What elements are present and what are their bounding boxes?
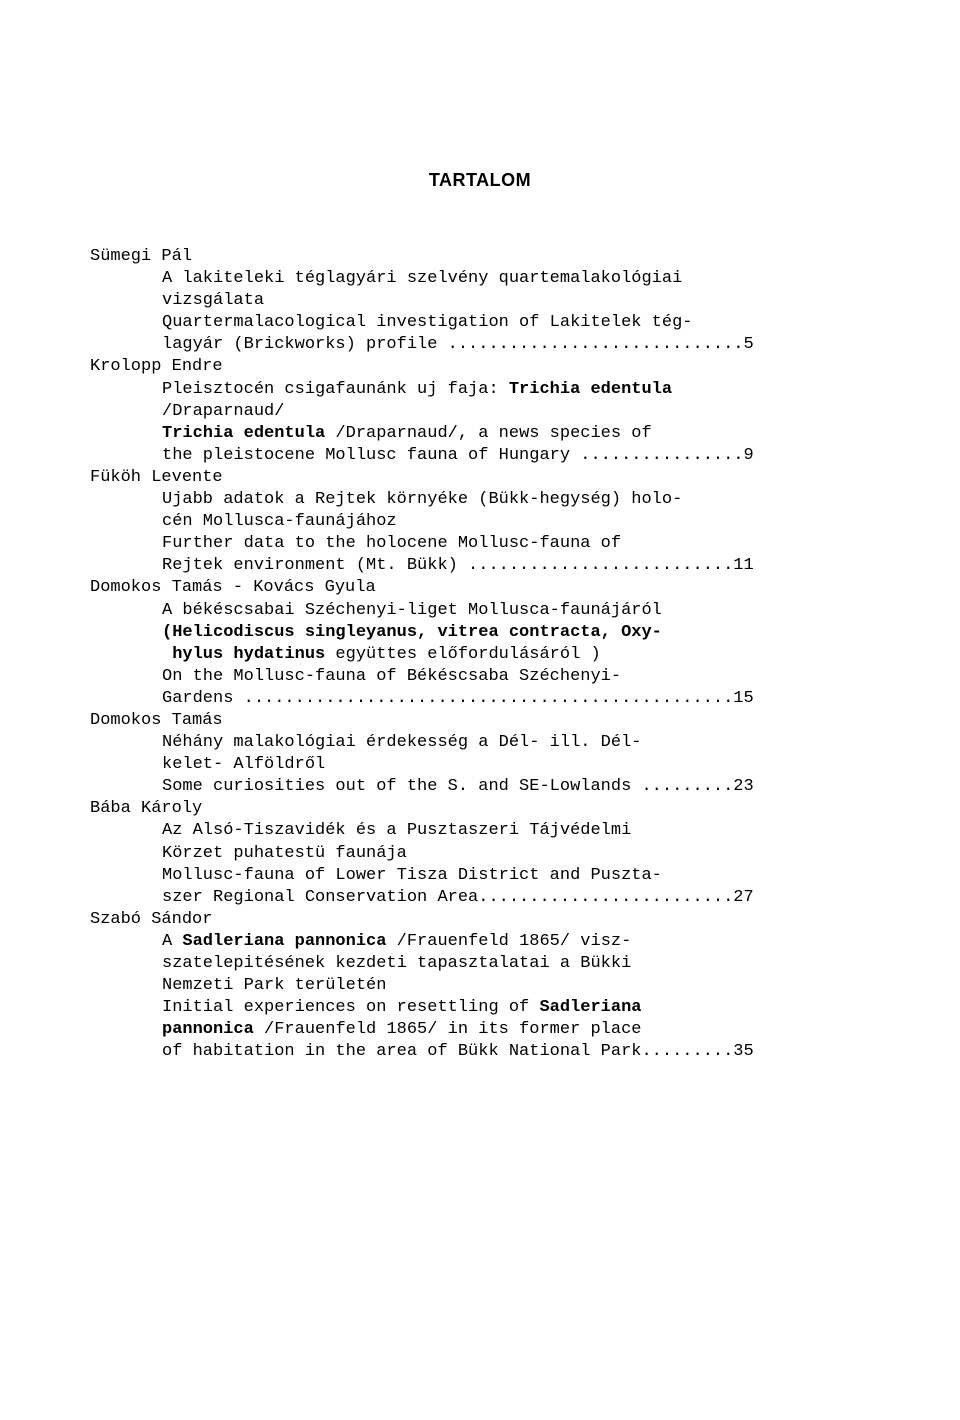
author-name: Domokos Tamás: [90, 710, 870, 732]
toc-entry: Szabó SándorA Sadleriana pannonica /Frau…: [90, 909, 870, 1064]
author-name: Szabó Sándor: [90, 909, 870, 931]
toc-line: Néhány malakológiai érdekesség a Dél- il…: [90, 732, 870, 754]
toc-line: Trichia edentula /Draparnaud/, a news sp…: [90, 423, 870, 445]
toc-line: vizsgálata: [90, 290, 870, 312]
page-title: TARTALOM: [90, 170, 870, 191]
toc-line: lagyár (Brickworks) profile ............…: [90, 334, 870, 356]
toc-entry: Domokos Tamás - Kovács GyulaA békéscsaba…: [90, 577, 870, 710]
toc-entry: Füköh LeventeUjabb adatok a Rejtek körny…: [90, 467, 870, 577]
toc-line: Rejtek environment (Mt. Bükk) ..........…: [90, 555, 870, 577]
toc-line: Nemzeti Park területén: [90, 975, 870, 997]
author-name: Domokos Tamás - Kovács Gyula: [90, 577, 870, 599]
author-name: Bába Károly: [90, 798, 870, 820]
toc-line: Az Alsó-Tiszavidék és a Pusztaszeri Tájv…: [90, 820, 870, 842]
toc-line: hylus hydatinus együttes előfordulásáról…: [90, 644, 870, 666]
toc-line: Initial experiences on resettling of Sad…: [90, 997, 870, 1019]
author-name: Krolopp Endre: [90, 356, 870, 378]
document-page: TARTALOM Sümegi PálA lakiteleki téglagyá…: [0, 0, 960, 1123]
toc-line: Some curiosities out of the S. and SE-Lo…: [90, 776, 870, 798]
toc-line: Pleisztocén csigafaunánk uj faja: Trichi…: [90, 379, 870, 401]
toc-line: of habitation in the area of Bükk Nation…: [90, 1041, 870, 1063]
toc-line: the pleistocene Mollusc fauna of Hungary…: [90, 445, 870, 467]
toc-line: A békéscsabai Széchenyi-liget Mollusca-f…: [90, 600, 870, 622]
table-of-contents: Sümegi PálA lakiteleki téglagyári szelvé…: [90, 246, 870, 1063]
toc-line: cén Mollusca-faunájához: [90, 511, 870, 533]
toc-line: On the Mollusc-fauna of Békéscsaba Széch…: [90, 666, 870, 688]
toc-line: A lakiteleki téglagyári szelvény quartem…: [90, 268, 870, 290]
toc-entry: Krolopp EndrePleisztocén csigafaunánk uj…: [90, 356, 870, 466]
toc-line: Körzet puhatestü faunája: [90, 843, 870, 865]
toc-line: szer Regional Conservation Area.........…: [90, 887, 870, 909]
toc-line: Gardens ................................…: [90, 688, 870, 710]
toc-line: Quartermalacological investigation of La…: [90, 312, 870, 334]
toc-line: A Sadleriana pannonica /Frauenfeld 1865/…: [90, 931, 870, 953]
toc-line: szatelepitésének kezdeti tapasztalatai a…: [90, 953, 870, 975]
toc-line: Further data to the holocene Mollusc-fau…: [90, 533, 870, 555]
toc-entry: Bába KárolyAz Alsó-Tiszavidék és a Puszt…: [90, 798, 870, 908]
toc-line: (Helicodiscus singleyanus, vitrea contra…: [90, 622, 870, 644]
toc-line: /Draparnaud/: [90, 401, 870, 423]
toc-entry: Domokos TamásNéhány malakológiai érdekes…: [90, 710, 870, 798]
toc-entry: Sümegi PálA lakiteleki téglagyári szelvé…: [90, 246, 870, 356]
author-name: Sümegi Pál: [90, 246, 870, 268]
author-name: Füköh Levente: [90, 467, 870, 489]
toc-line: pannonica /Frauenfeld 1865/ in its forme…: [90, 1019, 870, 1041]
toc-line: kelet- Alföldről: [90, 754, 870, 776]
toc-line: Mollusc-fauna of Lower Tisza District an…: [90, 865, 870, 887]
toc-line: Ujabb adatok a Rejtek környéke (Bükk-heg…: [90, 489, 870, 511]
